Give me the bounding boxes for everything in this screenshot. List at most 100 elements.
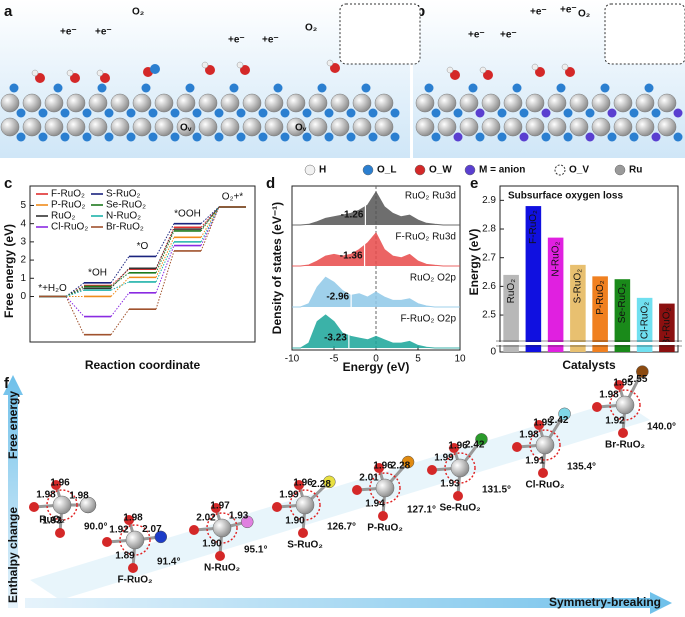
o-atom — [618, 428, 628, 438]
ru-atom — [415, 93, 435, 113]
o-atom — [519, 132, 529, 142]
structure-name: N-RuO₂ — [204, 563, 240, 574]
panel-label: a — [4, 3, 13, 20]
o-atom — [450, 70, 460, 80]
ru-atom — [459, 93, 479, 113]
o-atom — [205, 65, 215, 75]
series-label: RuO₂ O2p — [410, 273, 457, 284]
y-tick-label: 4 — [20, 218, 26, 229]
step-label: *OOH — [174, 208, 201, 219]
legend-swatch — [414, 164, 426, 176]
x-axis-label: Reaction coordinate — [85, 358, 201, 372]
ru-atom — [198, 93, 218, 113]
o-atom — [51, 480, 61, 490]
schematic-label: +e⁻ — [530, 7, 547, 18]
surface-o — [53, 83, 63, 93]
legend-label: Br-RuO₂ — [106, 222, 144, 233]
anion-atom — [154, 530, 168, 544]
bond-length: 1.95 — [613, 378, 633, 389]
connector — [110, 292, 130, 317]
x-tick-label: 0 — [373, 354, 379, 365]
y-tick-label: 3 — [20, 237, 26, 248]
angle-label: 135.4° — [567, 462, 596, 473]
angle-label: 127.1° — [407, 505, 436, 516]
schematic-label: +e⁻ — [262, 35, 279, 46]
o-atom — [236, 132, 246, 142]
ru-atom — [242, 93, 262, 113]
o-atom — [378, 511, 388, 521]
h-atom — [446, 66, 454, 74]
y-tick-label: 2 — [20, 255, 26, 266]
legend-label: H — [319, 165, 326, 176]
chart-title: Subsurface oxygen loss — [508, 191, 623, 202]
axis-break — [496, 342, 682, 345]
bond-length: 1.94 — [365, 499, 385, 510]
zoom-box — [604, 3, 685, 65]
ru-atom — [374, 93, 394, 113]
x-tick-label: -5 — [330, 354, 339, 365]
ru-atom — [481, 117, 501, 137]
o-atom — [324, 132, 334, 142]
trend-band — [30, 400, 650, 600]
connector — [110, 277, 130, 297]
ru-atom — [286, 117, 306, 137]
o-atom — [298, 528, 308, 538]
bar — [503, 274, 519, 352]
ru-atom — [635, 117, 655, 137]
o-atom — [651, 108, 661, 118]
o-atom — [453, 108, 463, 118]
ru-atom — [352, 93, 372, 113]
ru-atom — [591, 93, 611, 113]
legend-swatch — [464, 164, 476, 176]
o-atom — [534, 420, 544, 430]
bond-length: 1.98 — [36, 490, 56, 501]
legend-label: Cl-RuO₂ — [51, 222, 88, 233]
ru-atom — [375, 478, 395, 498]
o-atom — [629, 132, 639, 142]
o-atom — [294, 480, 304, 490]
o-atom — [38, 132, 48, 142]
angle-label: 131.5° — [482, 485, 511, 496]
o-atom — [565, 67, 575, 77]
o-atom — [519, 108, 529, 118]
o-atom — [673, 108, 683, 118]
o-atom — [302, 132, 312, 142]
angle-arc — [119, 524, 151, 556]
y-tick-label: 0 — [20, 291, 26, 302]
h-atom — [201, 61, 209, 69]
schematic-label: +e⁻ — [60, 27, 77, 38]
ru-atom — [613, 117, 633, 137]
bar-label: P-RuO₂ — [595, 280, 606, 315]
surface-o — [185, 83, 195, 93]
ru-atom — [66, 117, 86, 137]
bond-length: 1.92 — [109, 525, 129, 536]
x-axis-label: Catalysts — [562, 358, 616, 372]
o-atom — [215, 551, 225, 561]
o-atom — [38, 108, 48, 118]
o-atom — [280, 132, 290, 142]
connector — [200, 206, 220, 252]
o-atom — [390, 132, 400, 142]
bar — [570, 264, 586, 352]
o-atom — [102, 537, 112, 547]
angle-arc — [46, 489, 78, 521]
bond-length: 1.96 — [293, 478, 313, 489]
o-atom — [170, 132, 180, 142]
angle-arc — [444, 452, 476, 484]
o-atom — [390, 108, 400, 118]
x-tick-label: 5 — [415, 354, 421, 365]
o-atom — [16, 132, 26, 142]
dos-area — [292, 191, 460, 226]
o-atom — [192, 132, 202, 142]
angle-label: 140.0° — [647, 422, 676, 433]
surface-o — [512, 83, 522, 93]
o-atom — [453, 132, 463, 142]
ru-atom — [525, 117, 545, 137]
legend-label: Se-RuO₂ — [106, 200, 146, 211]
y-tick-label: 1 — [20, 273, 26, 284]
bond-length: 1.89 — [115, 551, 135, 562]
o-atom — [607, 108, 617, 118]
ru-atom — [503, 93, 523, 113]
o-atom — [535, 67, 545, 77]
surface-o — [424, 83, 434, 93]
